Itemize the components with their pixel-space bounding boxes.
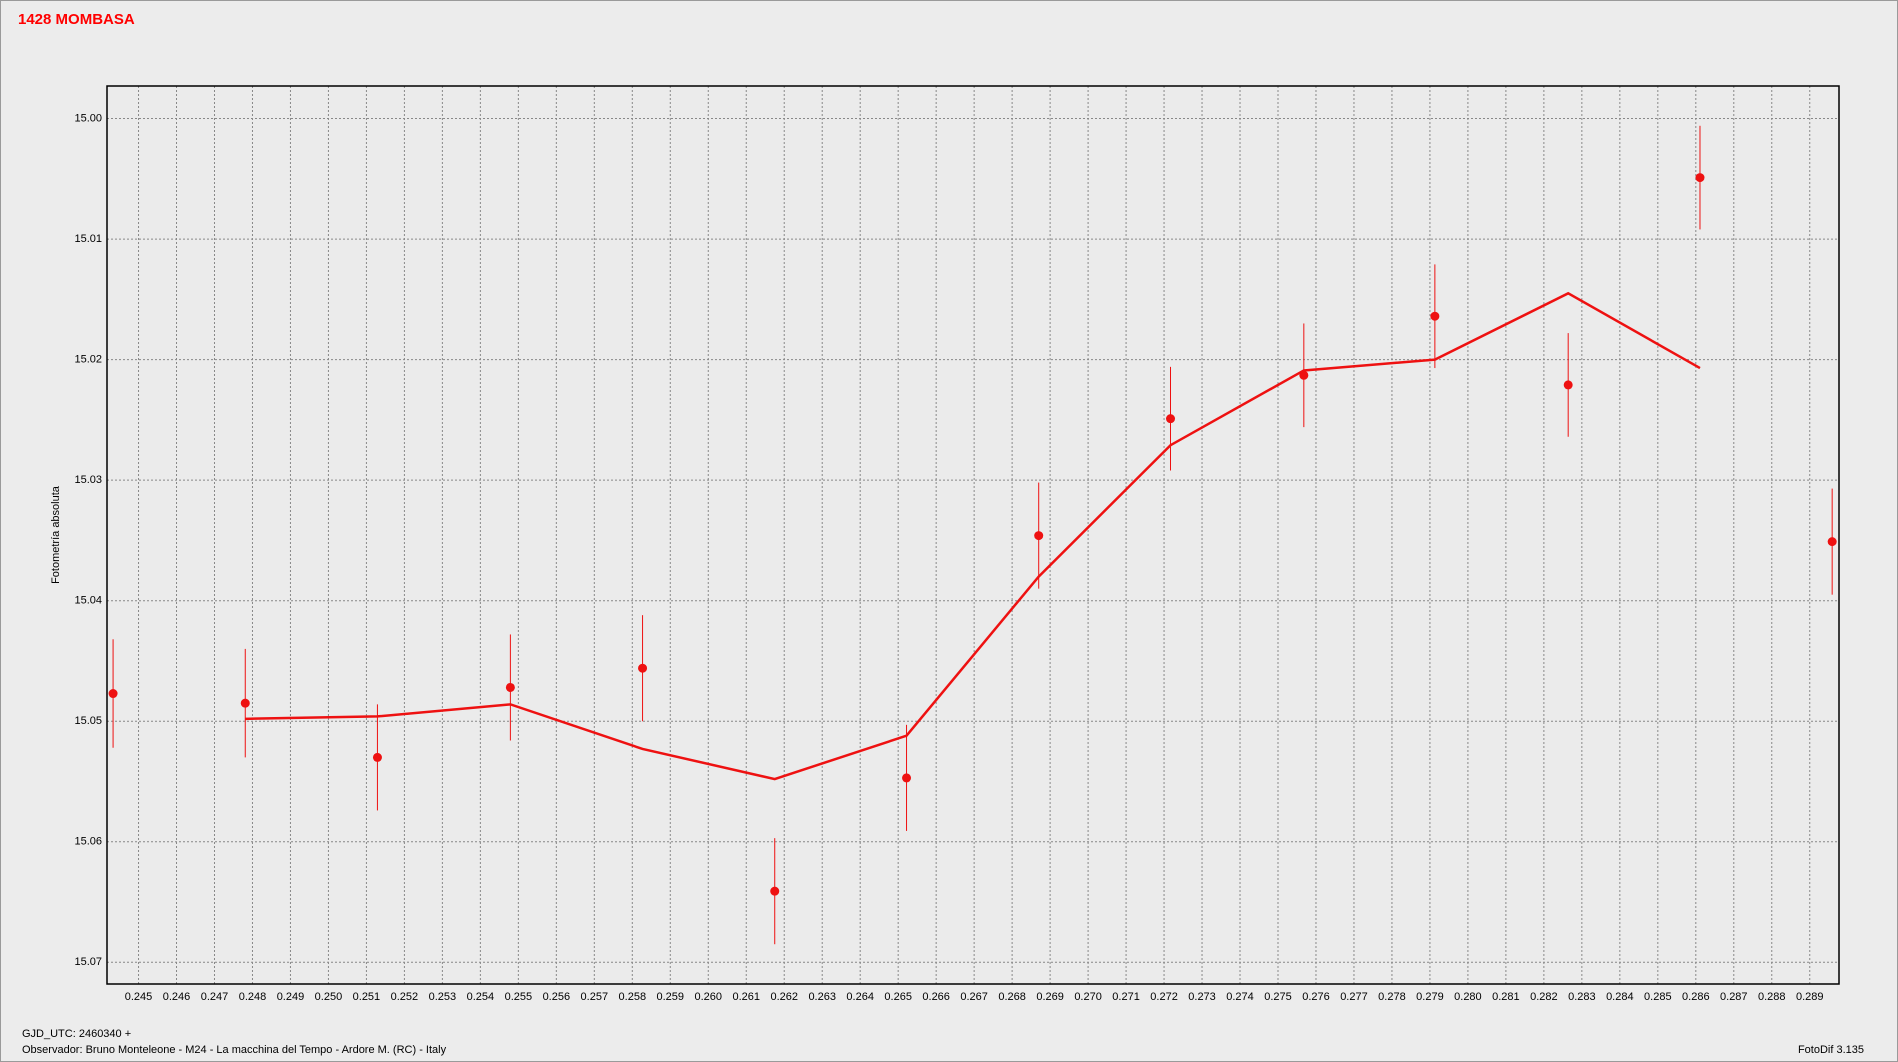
data-point [1695, 173, 1705, 183]
x-tick-label: 0.283 [1568, 991, 1596, 1003]
x-tick-label: 0.252 [391, 991, 419, 1003]
software-version: FotoDif 3.135 [1798, 1044, 1864, 1056]
chart-title: 1428 MOMBASA [18, 11, 135, 28]
x-tick-label: 0.245 [125, 991, 153, 1003]
y-tick-label: 15.03 [74, 474, 102, 486]
x-tick-label: 0.287 [1720, 991, 1748, 1003]
data-point [372, 752, 382, 762]
x-tick-label: 0.284 [1606, 991, 1634, 1003]
x-tick-label: 0.258 [619, 991, 647, 1003]
y-tick-label: 15.02 [74, 354, 102, 366]
x-tick-label: 0.257 [581, 991, 609, 1003]
x-tick-label: 0.279 [1416, 991, 1444, 1003]
fit-line [245, 291, 1701, 781]
x-tick-label: 0.264 [846, 991, 874, 1003]
x-tick-label: 0.260 [694, 991, 722, 1003]
x-tick-label: 0.246 [163, 991, 191, 1003]
x-tick-label: 0.256 [543, 991, 571, 1003]
x-tick-label: 0.263 [808, 991, 836, 1003]
y-axis-label: Fotometría absoluta [50, 485, 62, 584]
data-point [240, 698, 250, 708]
x-tick-label: 0.278 [1378, 991, 1406, 1003]
footer-observer: Observador: Bruno Monteleone - M24 - La … [22, 1044, 447, 1056]
data-point [638, 663, 648, 673]
x-tick-label: 0.285 [1644, 991, 1672, 1003]
y-tick-label: 15.07 [74, 956, 102, 968]
x-tick-label: 0.272 [1150, 991, 1178, 1003]
data-point [1563, 380, 1573, 390]
y-tick-label: 15.05 [74, 715, 102, 727]
x-tick-label: 0.253 [429, 991, 457, 1003]
x-tick-label: 0.267 [960, 991, 988, 1003]
x-tick-label: 0.261 [732, 991, 760, 1003]
x-tick-label: 0.262 [770, 991, 798, 1003]
x-tick-label: 0.250 [315, 991, 343, 1003]
x-tick-label: 0.275 [1264, 991, 1292, 1003]
plot-frame [106, 85, 1840, 985]
x-tick-label: 0.288 [1758, 991, 1786, 1003]
x-tick-label: 0.276 [1302, 991, 1330, 1003]
x-tick-label: 0.277 [1340, 991, 1368, 1003]
data-point [902, 773, 912, 783]
x-tick-label: 0.282 [1530, 991, 1558, 1003]
x-tick-label: 0.273 [1188, 991, 1216, 1003]
x-tick-label: 0.269 [1036, 991, 1064, 1003]
x-tick-label: 0.265 [884, 991, 912, 1003]
x-tick-label: 0.259 [657, 991, 685, 1003]
x-tick-label: 0.289 [1796, 991, 1824, 1003]
x-tick-label: 0.248 [239, 991, 267, 1003]
x-tick-label: 0.281 [1492, 991, 1520, 1003]
x-tick-label: 0.270 [1074, 991, 1102, 1003]
x-tick-label: 0.249 [277, 991, 305, 1003]
y-tick-label: 15.04 [74, 595, 102, 607]
data-point [1034, 531, 1044, 541]
data-point [1827, 537, 1837, 547]
data-point [108, 689, 118, 699]
data-point [1430, 311, 1440, 321]
data-point [505, 682, 515, 692]
footer-date: GJD_UTC: 2460340 + [22, 1028, 131, 1040]
plot-area [107, 86, 1839, 984]
x-tick-label: 0.280 [1454, 991, 1482, 1003]
x-tick-label: 0.247 [201, 991, 229, 1003]
x-tick-label: 0.286 [1682, 991, 1710, 1003]
x-tick-label: 0.268 [998, 991, 1026, 1003]
plot-layer [107, 86, 1839, 984]
data-point [1166, 414, 1176, 424]
x-tick-label: 0.266 [922, 991, 950, 1003]
y-tick-label: 15.06 [74, 836, 102, 848]
x-tick-label: 0.251 [353, 991, 381, 1003]
data-point [770, 886, 780, 896]
x-tick-label: 0.271 [1112, 991, 1140, 1003]
x-tick-label: 0.255 [505, 991, 533, 1003]
y-tick-label: 15.01 [74, 233, 102, 245]
x-tick-label: 0.274 [1226, 991, 1254, 1003]
x-tick-label: 0.254 [467, 991, 495, 1003]
y-tick-label: 15.00 [74, 112, 102, 124]
